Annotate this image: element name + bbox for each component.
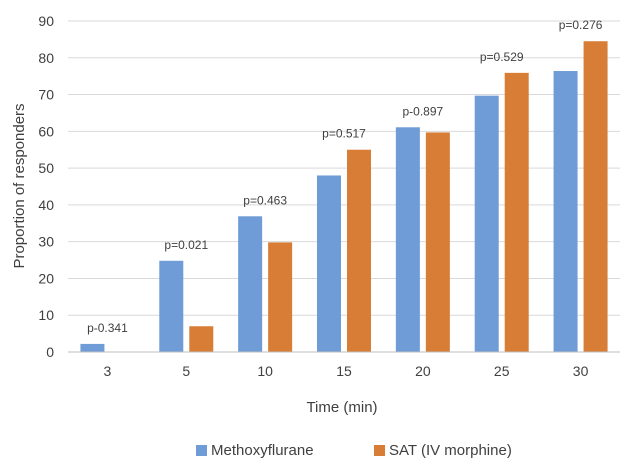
bar-methoxyflurane-5 (159, 260, 184, 352)
x-tick-label: 30 (573, 363, 589, 379)
p-value-label: p=0.529 (480, 50, 524, 64)
y-tick-label: 20 (38, 270, 54, 286)
x-tick-labels: 3 5 10 15 20 25 30 (104, 363, 589, 379)
gridlines (68, 20, 620, 316)
y-tick-label: 50 (38, 160, 54, 176)
p-value-label: p=0.021 (164, 238, 208, 252)
bar-methoxyflurane-20 (395, 127, 420, 352)
bar-methoxyflurane-30 (553, 71, 578, 353)
bar-methoxyflurane-3 (80, 343, 105, 352)
legend-label: SAT (IV morphine) (389, 442, 512, 459)
x-tick-label: 15 (336, 363, 352, 379)
legend: Methoxyflurane SAT (IV morphine) (196, 442, 512, 459)
p-value-label: p-0.897 (403, 104, 444, 118)
y-tick-label: 30 (38, 234, 54, 250)
y-tick-labels: 0 10 20 30 40 50 60 70 80 90 (38, 13, 54, 360)
y-tick-label: 80 (38, 50, 54, 66)
x-tick-label: 5 (182, 363, 190, 379)
bar-sat-20 (425, 132, 450, 352)
bar-methoxyflurane-25 (474, 95, 499, 353)
y-tick-label: 60 (38, 123, 54, 139)
bar-sat-5 (189, 326, 214, 352)
bar-sat-15 (347, 149, 371, 352)
p-value-label: p=0.276 (559, 18, 603, 32)
y-axis-title: Proportion of responders (11, 103, 28, 268)
bar-sat-25 (504, 72, 529, 353)
p-value-label: p=0.463 (243, 193, 287, 207)
y-tick-label: 0 (46, 344, 54, 360)
x-axis-title: Time (min) (306, 399, 377, 416)
p-value-label: p-0.341 (87, 321, 128, 335)
bars (80, 41, 608, 353)
p-value-annotations: p-0.341 p=0.021 p=0.463 p=0.517 p-0.897 p=0.5… (87, 18, 603, 335)
y-tick-label: 40 (38, 197, 54, 213)
x-tick-label: 10 (257, 363, 273, 379)
legend-label: Methoxyflurane (211, 442, 314, 459)
x-tick-label: 25 (494, 363, 510, 379)
x-tick-label: 3 (104, 363, 112, 379)
p-value-label: p=0.517 (322, 127, 366, 141)
bar-methoxyflurane-10 (238, 216, 263, 352)
y-tick-label: 90 (38, 13, 54, 29)
bar-sat-10 (268, 242, 293, 352)
x-tick-label: 20 (415, 363, 431, 379)
legend-swatch (374, 445, 385, 456)
y-tick-label: 10 (38, 307, 54, 323)
y-tick-label: 70 (38, 87, 54, 103)
bar-sat-30 (583, 41, 608, 352)
bar-methoxyflurane-15 (317, 175, 341, 352)
legend-swatch (196, 445, 207, 456)
